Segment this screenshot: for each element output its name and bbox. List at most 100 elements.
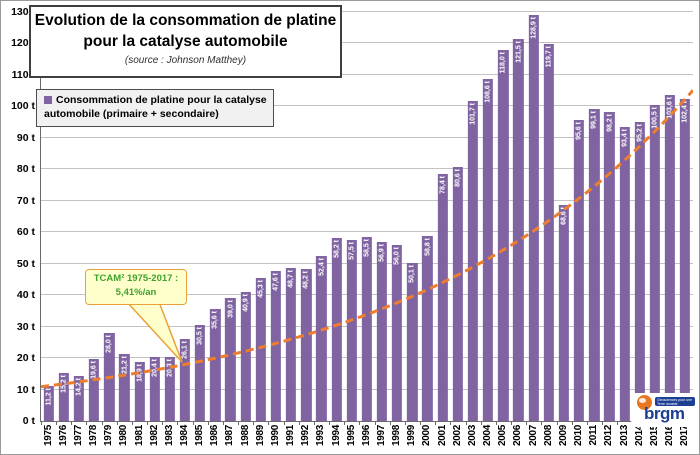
x-tick: [435, 421, 437, 425]
x-label-cell: 1987: [223, 425, 238, 454]
bar-value-label: 11,2 t: [45, 387, 53, 406]
x-tick: [480, 421, 482, 425]
x-label-cell: 1978: [86, 425, 101, 454]
y-tick-label: 60 t: [16, 226, 35, 239]
x-label-cell: 2016: [662, 425, 677, 454]
x-tick: [602, 421, 604, 425]
bar-value-label: 26,1 t: [181, 340, 189, 359]
bar-1998: 56,0 t: [392, 244, 403, 421]
bar-value-label: 48,2 t: [302, 271, 310, 290]
x-tick-label: 2004: [482, 425, 494, 447]
bar-1977: 14,2 t: [73, 376, 85, 421]
bar-value-label: 78,4 t: [439, 176, 447, 195]
bar-value-label: 40,9 t: [242, 294, 250, 313]
bar-slot: 101,7 t: [465, 12, 480, 421]
bar-value-label: 99,1 t: [590, 111, 598, 130]
x-label-cell: 2010: [571, 425, 586, 454]
bar-value-label: 102,4 t: [681, 100, 689, 123]
bar-value-label: 68,6 t: [560, 207, 568, 226]
x-label-cell: 2003: [465, 425, 480, 454]
x-tick: [222, 421, 224, 425]
x-tick-label: 1993: [315, 425, 327, 447]
bar-slot: 20,3 t: [162, 12, 177, 421]
x-tick-label: 1989: [254, 425, 266, 447]
x-tick: [86, 421, 88, 425]
bar-value-label: 50,1 t: [408, 265, 416, 284]
x-label-cell: 1988: [238, 425, 253, 454]
y-tick-label: 40 t: [16, 289, 35, 302]
x-tick-label: 2013: [618, 425, 630, 447]
x-label-cell: 2012: [602, 425, 617, 454]
bar-slot: 95,2 t: [632, 12, 647, 421]
bar-slot: 56,9 t: [374, 12, 389, 421]
x-tick-label: 1997: [376, 425, 388, 447]
bar-slot: 56,0 t: [390, 12, 405, 421]
bar-slot: 68,6 t: [556, 12, 571, 421]
bar-slot: 119,7 t: [541, 12, 556, 421]
y-tick-label: 80 t: [16, 163, 35, 176]
x-tick: [207, 421, 209, 425]
x-tick: [617, 421, 619, 425]
bar-slot: 95,6 t: [571, 12, 586, 421]
bar-1979: 28,0 t: [104, 332, 115, 421]
bar-value-label: 28,0 t: [105, 334, 113, 353]
bar-1976: 15,2 t: [58, 373, 69, 421]
bar-1983: 20,3 t: [164, 357, 175, 421]
bar-2003: 101,7 t: [467, 101, 479, 421]
y-tick-label: 10 t: [16, 383, 35, 396]
x-tick: [283, 421, 285, 425]
x-axis-line: [41, 421, 693, 422]
bar-value-label: 20,3 t: [166, 359, 174, 378]
x-label-cell: 1991: [284, 425, 299, 454]
x-axis-labels: 1975 1976 1977 1978 1979 1980 1981 1982 1983 1984…: [41, 425, 693, 454]
bar-2013: 93,4 t: [619, 127, 630, 421]
bar-value-label: 14,2 t: [75, 378, 83, 397]
bar-1991: 48,7 t: [285, 267, 297, 421]
y-tick-label: 90 t: [16, 131, 35, 144]
bar-1987: 39,0 t: [225, 298, 236, 421]
bar-1975: 11,2 t: [43, 385, 54, 421]
x-label-cell: 2004: [481, 425, 496, 454]
x-tick-label: 2009: [557, 425, 569, 447]
x-tick-label: 1994: [330, 425, 342, 447]
bar-1989: 45,3 t: [255, 278, 266, 421]
bar-value-label: 30,5 t: [196, 327, 204, 345]
x-label-cell: 2000: [420, 425, 435, 454]
x-tick: [238, 421, 240, 425]
x-label-cell: 1977: [71, 425, 86, 454]
bar-slot: 80,6 t: [450, 12, 465, 421]
bar-2005: 118,0 t: [498, 49, 509, 421]
bar-1978: 19,6 t: [88, 359, 100, 421]
bar-slot: 108,6 t: [481, 12, 496, 421]
x-label-cell: 2009: [556, 425, 571, 454]
x-label-cell: 2005: [496, 425, 511, 454]
bar-value-label: 95,2 t: [636, 123, 644, 142]
x-tick: [192, 421, 194, 425]
bar-value-label: 58,8 t: [423, 238, 431, 256]
bar-1980: 21,2 t: [119, 354, 130, 421]
y-tick-label: 100 t: [11, 100, 35, 113]
x-label-cell: 1985: [193, 425, 208, 454]
x-tick: [344, 421, 346, 425]
bar-1988: 40,9 t: [240, 292, 251, 421]
x-label-cell: 2001: [435, 425, 450, 454]
x-tick-label: 1976: [57, 425, 69, 447]
bar-value-label: 56,0 t: [393, 246, 401, 265]
bar-value-label: 52,4 t: [317, 258, 325, 277]
y-tick-label: 20 t: [16, 352, 35, 365]
bar-slot: 20,4 t: [147, 12, 162, 421]
chart-subtitle: (source : Johnson Matthey): [124, 54, 247, 66]
bar-value-label: 39,0 t: [226, 300, 234, 319]
brgm-logo: Géosciences pour une Terre durable brgm: [631, 393, 697, 427]
bar-value-label: 15,2 t: [60, 375, 68, 394]
bar-1985: 30,5 t: [194, 325, 206, 421]
plot-area: 11,2 t 15,2 t 14,2 t 19,6 t 28,0 t 21,2 t 18,9…: [41, 11, 693, 421]
brgm-tagline: Géosciences pour une Terre durable: [655, 397, 695, 406]
bar-2011: 99,1 t: [589, 109, 600, 421]
x-tick: [71, 421, 73, 425]
x-label-cell: 1984: [177, 425, 192, 454]
x-label-cell: 2008: [541, 425, 556, 454]
x-tick-label: 2006: [512, 425, 524, 447]
bar-slot: 103,6 t: [662, 12, 677, 421]
